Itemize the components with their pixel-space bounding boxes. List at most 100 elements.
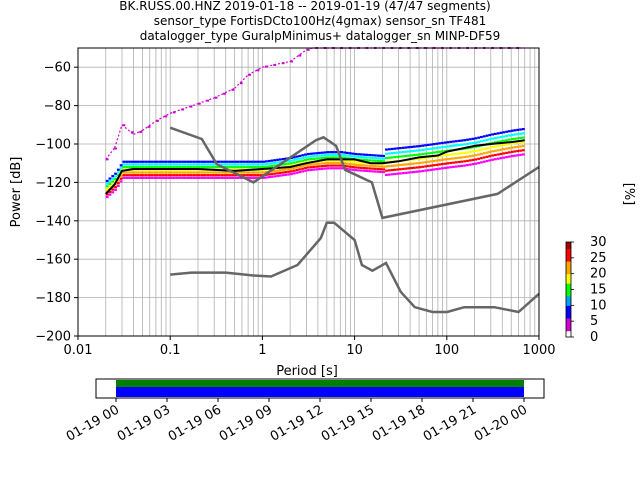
density-cell xyxy=(415,162,419,165)
density-cell xyxy=(404,167,408,170)
density-cell xyxy=(382,168,386,171)
density-cell xyxy=(253,176,257,179)
density-cell xyxy=(306,166,310,169)
density-cell xyxy=(164,163,168,166)
colorbar-cell xyxy=(566,318,571,322)
density-cell xyxy=(421,169,425,173)
density-cell xyxy=(412,149,416,152)
density-cell xyxy=(217,176,221,179)
density-cell xyxy=(415,145,419,148)
density-cell xyxy=(167,176,170,179)
density-cell xyxy=(256,160,260,163)
density-cell xyxy=(345,151,349,155)
density-cell xyxy=(477,153,481,156)
density-cell xyxy=(482,152,486,155)
density-cell xyxy=(278,158,282,161)
density-cell xyxy=(315,168,319,171)
density-upper-envelope xyxy=(234,74,249,89)
density-cell xyxy=(488,150,492,154)
density-cell xyxy=(250,176,254,179)
density-cell xyxy=(396,151,400,154)
density-cell xyxy=(390,168,394,172)
density-cell-outlier xyxy=(139,130,143,133)
density-cell xyxy=(368,156,372,159)
density-cell xyxy=(499,152,503,156)
density-cell xyxy=(477,149,481,152)
density-cell xyxy=(119,164,123,167)
density-cell xyxy=(142,160,145,163)
density-cell xyxy=(189,176,193,179)
density-cell xyxy=(385,148,388,151)
density-cell xyxy=(404,154,408,158)
density-cell xyxy=(326,161,330,165)
density-upper-envelope xyxy=(247,66,263,76)
density-cell xyxy=(440,154,444,157)
density-cell xyxy=(158,176,162,179)
density-cell xyxy=(122,166,126,169)
density-upper-envelope xyxy=(155,112,171,122)
density-cell xyxy=(189,174,193,177)
density-cell xyxy=(362,158,366,162)
density-cell xyxy=(438,146,441,149)
density-cell xyxy=(178,174,182,177)
density-cell xyxy=(119,177,123,180)
density-cell xyxy=(290,172,293,176)
density-cell xyxy=(446,141,450,144)
density-cell xyxy=(301,154,305,157)
density-cell xyxy=(306,155,310,158)
density-cell xyxy=(429,156,433,159)
density-cell xyxy=(477,140,481,144)
density-cell xyxy=(493,153,497,157)
density-cell xyxy=(385,169,388,172)
density-cell xyxy=(150,166,154,169)
density-cell xyxy=(156,174,159,177)
x-tick-label: 10 xyxy=(346,343,363,358)
density-cell xyxy=(507,134,511,137)
density-cell xyxy=(379,154,383,157)
density-cell xyxy=(446,157,450,161)
density-cell xyxy=(276,158,279,161)
density-cell xyxy=(203,176,207,179)
density-cell xyxy=(262,176,265,179)
density-cell xyxy=(298,154,302,158)
density-cell xyxy=(175,176,179,179)
x-tick-label: 0.01 xyxy=(64,343,93,358)
density-cell xyxy=(234,176,238,179)
density-cell xyxy=(142,176,145,179)
density-cell xyxy=(357,155,360,159)
density-cell xyxy=(264,160,268,163)
density-cell xyxy=(399,163,402,167)
density-cell xyxy=(418,170,422,173)
density-cell xyxy=(161,163,165,166)
density-cell xyxy=(435,142,439,145)
density-cell xyxy=(412,170,416,174)
density-cell xyxy=(502,156,506,159)
coverage-tick-label: 01-19 18 xyxy=(370,402,428,444)
density-cell xyxy=(273,164,277,167)
density-cell xyxy=(496,157,500,160)
density-cell xyxy=(228,171,232,174)
colorbar-cell xyxy=(566,321,571,325)
density-cell xyxy=(331,167,335,170)
density-cell xyxy=(454,144,458,147)
density-cell xyxy=(128,174,131,177)
density-cell xyxy=(329,156,332,159)
density-cell xyxy=(287,173,291,176)
density-cell xyxy=(248,166,251,169)
density-cell xyxy=(267,176,271,179)
density-cell xyxy=(315,154,319,158)
density-cell xyxy=(357,166,360,169)
colorbar-cell xyxy=(566,302,571,306)
density-cell xyxy=(396,164,400,167)
density-cell xyxy=(334,161,338,164)
density-cell xyxy=(128,171,131,174)
density-cell xyxy=(189,160,193,163)
density-cell xyxy=(368,167,372,170)
density-cell xyxy=(480,140,483,143)
density-cell xyxy=(122,171,126,174)
density-cell xyxy=(108,180,112,183)
density-cell xyxy=(443,162,447,165)
density-cell xyxy=(301,156,305,160)
mode-black-curve xyxy=(105,139,525,195)
colorbar-tick-label: 20 xyxy=(590,267,607,282)
